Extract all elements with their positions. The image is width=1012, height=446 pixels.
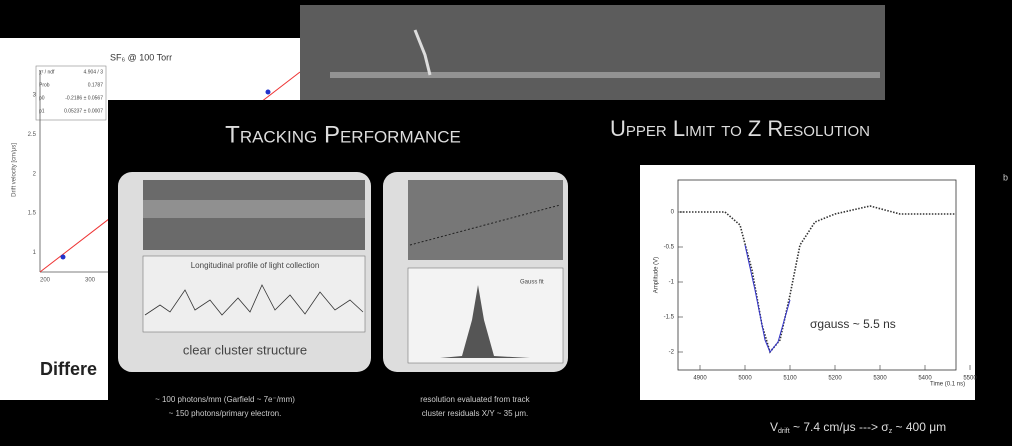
stat-name: χ² / ndf bbox=[39, 69, 55, 75]
tracking-slide: Tracking Performance Longitudinal profil… bbox=[108, 100, 578, 446]
x-tick-label: 4900 bbox=[693, 376, 707, 382]
y-tick-label: 1.5 bbox=[28, 211, 37, 217]
stat-value: 0.1787 bbox=[88, 82, 104, 88]
x-tick-label: 5400 bbox=[918, 376, 932, 382]
track-streak bbox=[330, 72, 880, 78]
y-tick-label: -1.5 bbox=[664, 315, 675, 321]
plot-label: Longitudinal profile of light collection bbox=[191, 261, 320, 270]
plot-bg bbox=[640, 165, 975, 400]
y-tick-label: -0.5 bbox=[664, 245, 675, 251]
edge-text: b bbox=[1003, 172, 1008, 182]
note: ~ 150 photons/primary electron. bbox=[169, 409, 282, 418]
stat-name: Prob bbox=[39, 82, 50, 88]
formula-part: ~ 7.4 cm/μs ---> σ bbox=[790, 420, 890, 434]
x-tick-label: 5000 bbox=[738, 376, 752, 382]
plot-title: SF₆ @ 100 Torr bbox=[110, 52, 172, 62]
x-tick-label: 5200 bbox=[828, 376, 842, 382]
formula: Vdrift ~ 7.4 cm/μs ---> σz ~ 400 μm bbox=[770, 420, 946, 435]
y-axis-label: Amplitude (V) bbox=[654, 257, 660, 293]
point bbox=[266, 90, 271, 95]
stat-value: 4.904 / 3 bbox=[84, 69, 104, 75]
track-image bbox=[300, 5, 885, 100]
point bbox=[61, 255, 66, 260]
formula-sub: drift bbox=[778, 428, 790, 435]
stat-value: 0.05237 ± 0.0007 bbox=[64, 108, 103, 114]
y-tick-label: -1 bbox=[669, 280, 675, 286]
y-tick-label: -2 bbox=[669, 350, 675, 356]
x-tick-label: 200 bbox=[40, 278, 51, 284]
note: resolution evaluated from track bbox=[420, 395, 530, 404]
note: cluster residuals X/Y ~ 35 μm. bbox=[422, 409, 529, 418]
slide-title: Upper Limit to Z Resolution bbox=[610, 116, 870, 141]
x-axis-label: Time (0.1 ns) bbox=[930, 382, 965, 388]
caption: clear cluster structure bbox=[183, 342, 307, 357]
slide-title: Tracking Performance bbox=[225, 121, 461, 148]
z-slide: Upper Limit to Z Resolution b Amplitude … bbox=[600, 100, 1012, 446]
x-tick-label: 300 bbox=[85, 278, 96, 284]
image bbox=[408, 180, 563, 260]
legend: Gauss fit bbox=[520, 280, 544, 286]
formula-part: ~ 400 μm bbox=[892, 420, 946, 434]
y-axis-label: Drift velocity [cm/μs] bbox=[12, 143, 18, 197]
streak bbox=[143, 200, 365, 218]
screen: SF₆ @ 100 Torr χ² / ndf 4.904 / 3 Prob 0.17… bbox=[0, 0, 1012, 446]
note: ~ 100 photons/mm (Garfield ~ 7e⁻/mm) bbox=[155, 395, 295, 404]
x-tick-label: 5500 bbox=[963, 376, 977, 382]
formula-part: V bbox=[770, 420, 778, 434]
image-bg bbox=[300, 5, 885, 100]
x-tick-label: 5100 bbox=[783, 376, 797, 382]
stat-value: -0.2186 ± 0.0567 bbox=[65, 95, 103, 101]
footer-text: Differe bbox=[40, 359, 97, 379]
x-tick-label: 5300 bbox=[873, 376, 887, 382]
annotation: σgauss ~ 5.5 ns bbox=[810, 317, 896, 331]
y-tick-label: 2.5 bbox=[28, 132, 37, 138]
